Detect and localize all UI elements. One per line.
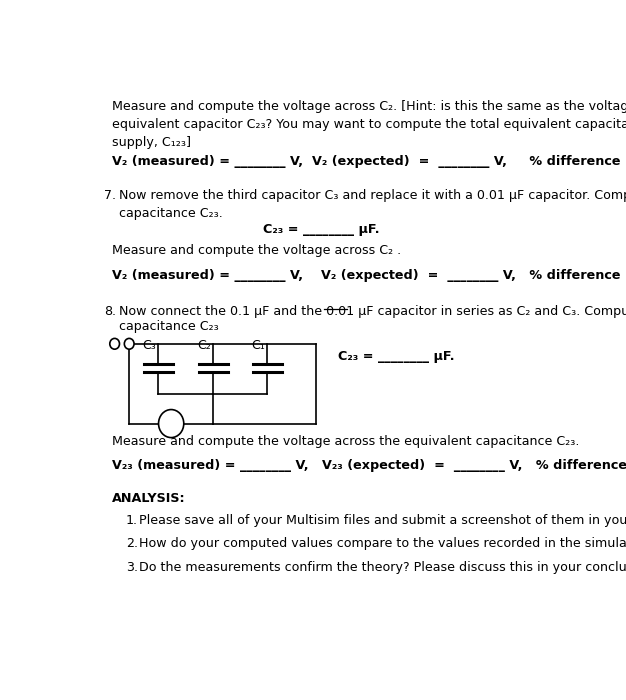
Text: V₂₃ (measured) = ________ V,   V₂₃ (expected)  =  ________ V,   % difference   =: V₂₃ (measured) = ________ V, V₂₃ (expect…	[112, 458, 626, 472]
Text: Now connect the 0.1 μF and the 0.01 μF capacitor in series as C₂ and C₃. Compute: Now connect the 0.1 μF and the 0.01 μF c…	[120, 305, 626, 318]
Text: C₂: C₂	[197, 340, 211, 352]
Circle shape	[110, 338, 120, 349]
Text: C₂₃ = ________ μF.: C₂₃ = ________ μF.	[338, 350, 454, 363]
Text: 3.: 3.	[126, 561, 138, 574]
Text: Measure and compute the voltage across C₂. [Hint: is this the same as the voltag: Measure and compute the voltage across C…	[112, 100, 626, 149]
Text: C₃: C₃	[142, 340, 156, 352]
Text: 2.: 2.	[126, 537, 138, 550]
Text: Do the measurements confirm the theory? Please discuss this in your conclusion.: Do the measurements confirm the theory? …	[139, 561, 626, 574]
Text: 7.: 7.	[104, 189, 116, 202]
Text: Measure and compute the voltage across the equivalent capacitance C₂₃.: Measure and compute the voltage across t…	[112, 435, 580, 449]
Text: V₂ (measured) = ________ V,  V₂ (expected)  =  ________ V,     % difference   = : V₂ (measured) = ________ V, V₂ (expected…	[112, 155, 626, 168]
Text: How do your computed values compare to the values recorded in the simulation?: How do your computed values compare to t…	[139, 537, 626, 550]
Text: 8.: 8.	[104, 305, 116, 318]
Circle shape	[125, 338, 134, 349]
Text: Please save all of your Multisim files and submit a screenshot of them in your r: Please save all of your Multisim files a…	[139, 514, 626, 526]
Text: 1.: 1.	[126, 514, 138, 526]
Text: Measure and compute the voltage across C₂ .: Measure and compute the voltage across C…	[112, 244, 401, 256]
Circle shape	[158, 410, 184, 438]
Text: C₁: C₁	[252, 340, 265, 352]
Text: C₂₃ = ________ μF.: C₂₃ = ________ μF.	[262, 223, 379, 236]
Text: V₂ (measured) = ________ V,    V₂ (expected)  =  ________ V,   % difference   = : V₂ (measured) = ________ V, V₂ (expected…	[112, 270, 626, 282]
Text: ANALYSIS:: ANALYSIS:	[112, 492, 186, 505]
Text: V: V	[167, 417, 176, 430]
Text: Now remove the third capacitor C₃ and replace it with a 0.01 μF capacitor. Compu: Now remove the third capacitor C₃ and re…	[120, 189, 626, 220]
Text: capacitance C₂₃: capacitance C₂₃	[120, 319, 219, 332]
